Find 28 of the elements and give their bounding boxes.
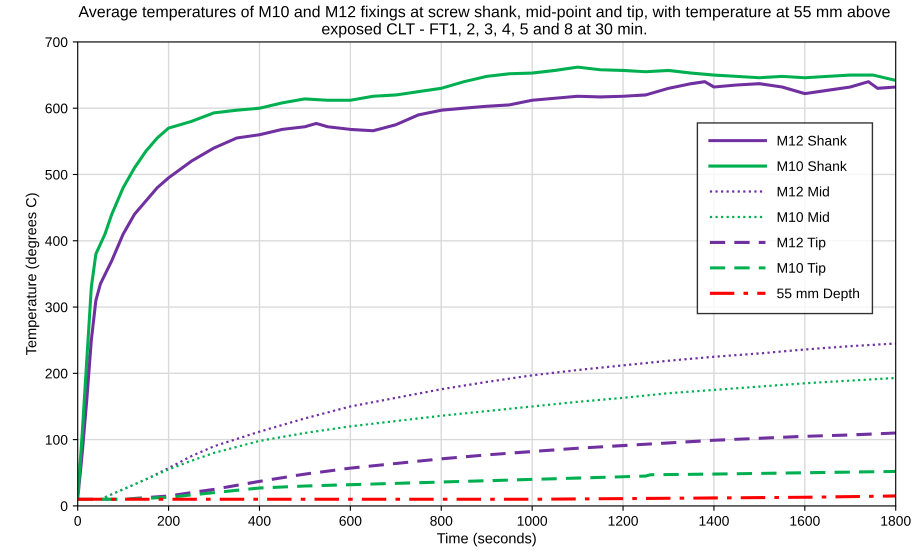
x-tick-label: 1600 [790, 516, 820, 526]
legend-label: M10 Mid [778, 212, 829, 222]
x-tick-label: 1200 [608, 516, 638, 526]
y-tick-label: 600 [46, 104, 68, 114]
y-axis-title: Temperature (degrees C) [26, 193, 40, 356]
legend-label: M10 Tip [778, 262, 826, 276]
legend-label: M10 Shank [778, 160, 847, 172]
x-tick-label: 600 [339, 516, 362, 526]
x-tick-label: 400 [248, 516, 271, 526]
x-tick-label: 0 [74, 516, 82, 526]
y-tick-label: 0 [60, 501, 68, 512]
legend-label: M12 Tip [778, 237, 826, 250]
y-tick-label: 500 [45, 170, 68, 180]
legend-label: M12 Shank [778, 135, 847, 146]
y-tick-label: 200 [45, 368, 68, 378]
x-tick-label: 200 [158, 516, 180, 526]
y-tick-label: 700 [46, 37, 68, 48]
y-tick-label: 100 [46, 434, 68, 445]
x-tick-label: 800 [430, 516, 452, 526]
chart-title: Average temperatures of M10 and M12 fixings at screw shank, mid-point and tip, with temperature at 55 mm above exposed CLT - FT1, 2, 3, 4, 5 and 8 at 30 min. [78, 6, 890, 38]
x-tick-label: 1400 [700, 516, 729, 526]
x-tick-label: 1000 [518, 516, 548, 526]
x-tick-label: 1800 [881, 516, 911, 526]
y-tick-label: 300 [45, 302, 68, 312]
y-tick-label: 400 [45, 236, 68, 246]
x-axis-title: Time (seconds) [437, 532, 536, 546]
legend-label: 55 mm Depth [777, 288, 860, 302]
legend-label: M12 Mid [778, 186, 829, 197]
